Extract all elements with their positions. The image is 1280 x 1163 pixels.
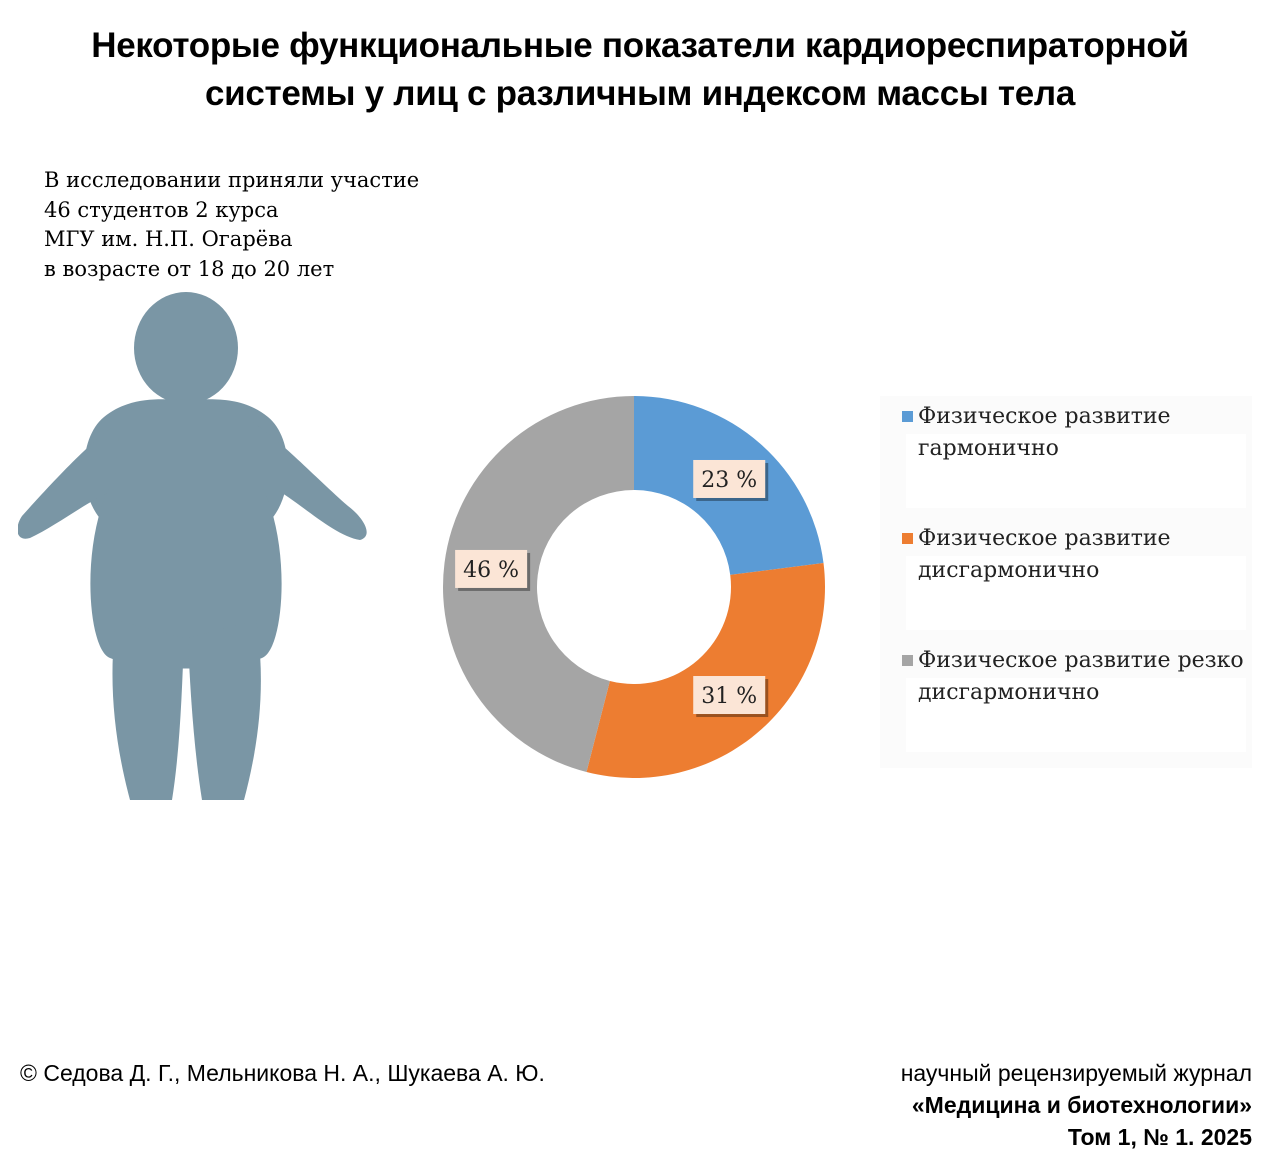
study-description-line: МГУ им. Н.П. Огарёва bbox=[44, 227, 293, 251]
title-line-2: системы у лиц с различным индексом массы… bbox=[204, 74, 1076, 113]
legend-blank-box bbox=[906, 556, 1246, 630]
legend-blank-box bbox=[906, 434, 1246, 508]
study-description-line: 46 студентов 2 курса bbox=[44, 197, 279, 222]
legend-swatch-sharply-disharmonious bbox=[902, 655, 913, 666]
data-label-sharply-disharmonious: 46 % bbox=[455, 549, 531, 591]
chart-legend: Физическое развитие гармонично Физическо… bbox=[880, 396, 1252, 768]
study-description: В исследовании приняли участие 46 студен… bbox=[44, 166, 419, 284]
person-silhouette-icon bbox=[18, 292, 367, 800]
legend-label: Физическое развитие bbox=[918, 526, 1171, 551]
donut-chart: 23 % 31 % 46 % bbox=[443, 396, 825, 778]
data-label-disharmonious: 31 % bbox=[693, 676, 769, 718]
legend-swatch-disharmonious bbox=[902, 533, 913, 544]
authors-credit: © Седова Д. Г., Мельникова Н. А., Шукаев… bbox=[20, 1060, 545, 1086]
legend-item-sharply-disharmonious: Физическое развитие резко дисгармонично bbox=[880, 640, 1252, 752]
journal-name: «Медицина и биотехнологии» bbox=[911, 1092, 1252, 1118]
journal-type: научный рецензируемый журнал bbox=[900, 1060, 1252, 1086]
legend-item-harmonious: Физическое развитие гармонично bbox=[880, 396, 1252, 508]
study-description-line: В исследовании приняли участие bbox=[44, 168, 420, 192]
page-title: Некоторые функциональные показатели кард… bbox=[0, 22, 1280, 118]
study-description-line: в возрасте от 18 до 20 лет bbox=[44, 256, 335, 281]
data-label-text: 46 % bbox=[463, 558, 519, 583]
journal-info: научный рецензируемый журнал «Медицина и… bbox=[901, 1057, 1252, 1153]
legend-label: гармонично bbox=[918, 436, 1059, 461]
legend-label: Физическое развитие резко bbox=[918, 648, 1244, 673]
donut-slice-disharmonious bbox=[586, 563, 825, 778]
legend-swatch-harmonious bbox=[902, 411, 913, 422]
title-line-1: Некоторые функциональные показатели кард… bbox=[91, 26, 1189, 65]
data-label-text: 23 % bbox=[701, 468, 757, 493]
data-label-harmonious: 23 % bbox=[693, 459, 769, 501]
journal-issue: Том 1, № 1. 2025 bbox=[1067, 1124, 1252, 1150]
data-label-text: 31 % bbox=[701, 684, 757, 709]
legend-label: дисгармонично bbox=[918, 680, 1100, 705]
legend-item-disharmonious: Физическое развитие дисгармонично bbox=[880, 518, 1252, 630]
donut-slice-sharply-disharmonious bbox=[443, 396, 634, 772]
legend-label: Физическое развитие bbox=[918, 404, 1171, 429]
legend-blank-box bbox=[906, 678, 1246, 752]
legend-label: дисгармонично bbox=[918, 558, 1100, 583]
